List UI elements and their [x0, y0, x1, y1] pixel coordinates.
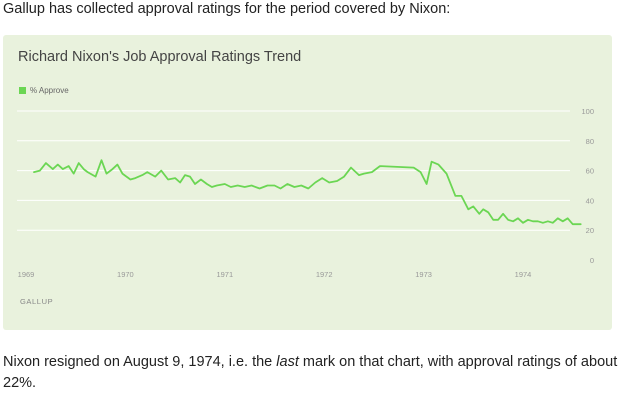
x-tick-label-1973: 1973 — [415, 270, 432, 279]
x-tick-label-1970: 1970 — [117, 270, 134, 279]
legend-swatch — [19, 87, 26, 94]
y-tick-label-20: 20 — [586, 226, 594, 235]
x-tick-label-1971: 1971 — [216, 270, 233, 279]
series-line-approve — [33, 159, 582, 226]
chart-title: Richard Nixon's Job Approval Ratings Tre… — [18, 49, 302, 65]
x-tick-label-1969: 1969 — [18, 270, 35, 279]
chart-card: Richard Nixon's Job Approval Ratings Tre… — [3, 35, 612, 330]
chart-source: GALLUP — [20, 297, 54, 306]
footnote-suffix: mark on that chart, with approval rating… — [3, 354, 618, 391]
chart-legend: % Approve — [19, 86, 69, 95]
x-tick-label-1972: 1972 — [316, 270, 333, 279]
legend-label: % Approve — [30, 86, 69, 95]
intro-text: Gallup has collected approval ratings fo… — [3, 1, 451, 17]
y-tick-label-60: 60 — [586, 167, 594, 176]
footnote-text: Nixon resigned on August 9, 1974, i.e. t… — [3, 352, 623, 394]
footnote-emphasis: last — [276, 354, 299, 370]
y-tick-label-0: 0 — [590, 256, 594, 265]
y-tick-label-40: 40 — [586, 196, 594, 205]
approval-line-chart: 0 20 40 60 80 100 1969 1970 1971 1972 1973 1974 — [17, 107, 594, 279]
y-tick-label-100: 100 — [581, 107, 594, 116]
x-tick-label-1974: 1974 — [515, 270, 532, 279]
footnote-prefix: Nixon resigned on August 9, 1974, i.e. t… — [3, 354, 277, 370]
y-tick-label-80: 80 — [586, 137, 594, 146]
